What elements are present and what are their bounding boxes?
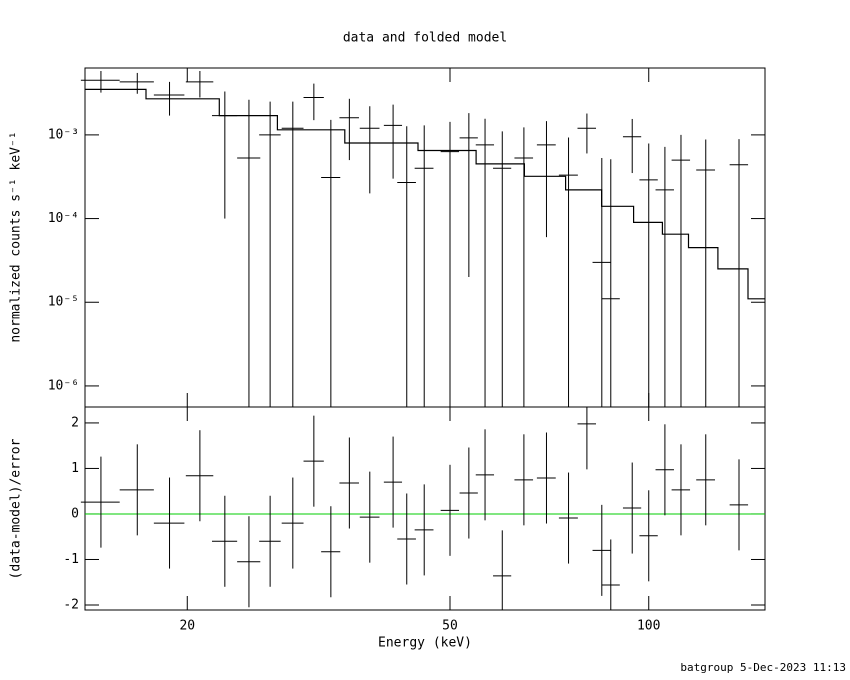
y-tick-label: 10⁻⁴ bbox=[48, 211, 79, 226]
x-tick-label: 20 bbox=[179, 619, 195, 634]
x-tick-label: 100 bbox=[637, 619, 660, 634]
x-axis-label: Energy (keV) bbox=[378, 636, 472, 651]
y-tick-label: 10⁻³ bbox=[48, 127, 79, 142]
y-tick-label: -2 bbox=[63, 597, 79, 612]
y-tick-label: 10⁻⁶ bbox=[48, 378, 79, 393]
top-frame bbox=[84, 67, 766, 408]
y-axis-label: (data-model)/error bbox=[9, 438, 24, 579]
y-tick-label: 2 bbox=[71, 415, 79, 430]
y-tick-label: 1 bbox=[71, 461, 79, 476]
y-tick-label: 0 bbox=[71, 506, 79, 521]
chart-title: data and folded model bbox=[343, 31, 507, 46]
footer: batgroup 5-Dec-2023 11:13 bbox=[680, 661, 846, 674]
y-axis-label: normalized counts s⁻¹ keV⁻¹ bbox=[9, 131, 24, 342]
y-tick-label: 10⁻⁵ bbox=[48, 295, 79, 310]
model-line bbox=[85, 88, 765, 300]
y-tick-label: -1 bbox=[63, 552, 79, 567]
x-tick-label: 50 bbox=[442, 619, 458, 634]
bottom-frame bbox=[84, 406, 766, 611]
